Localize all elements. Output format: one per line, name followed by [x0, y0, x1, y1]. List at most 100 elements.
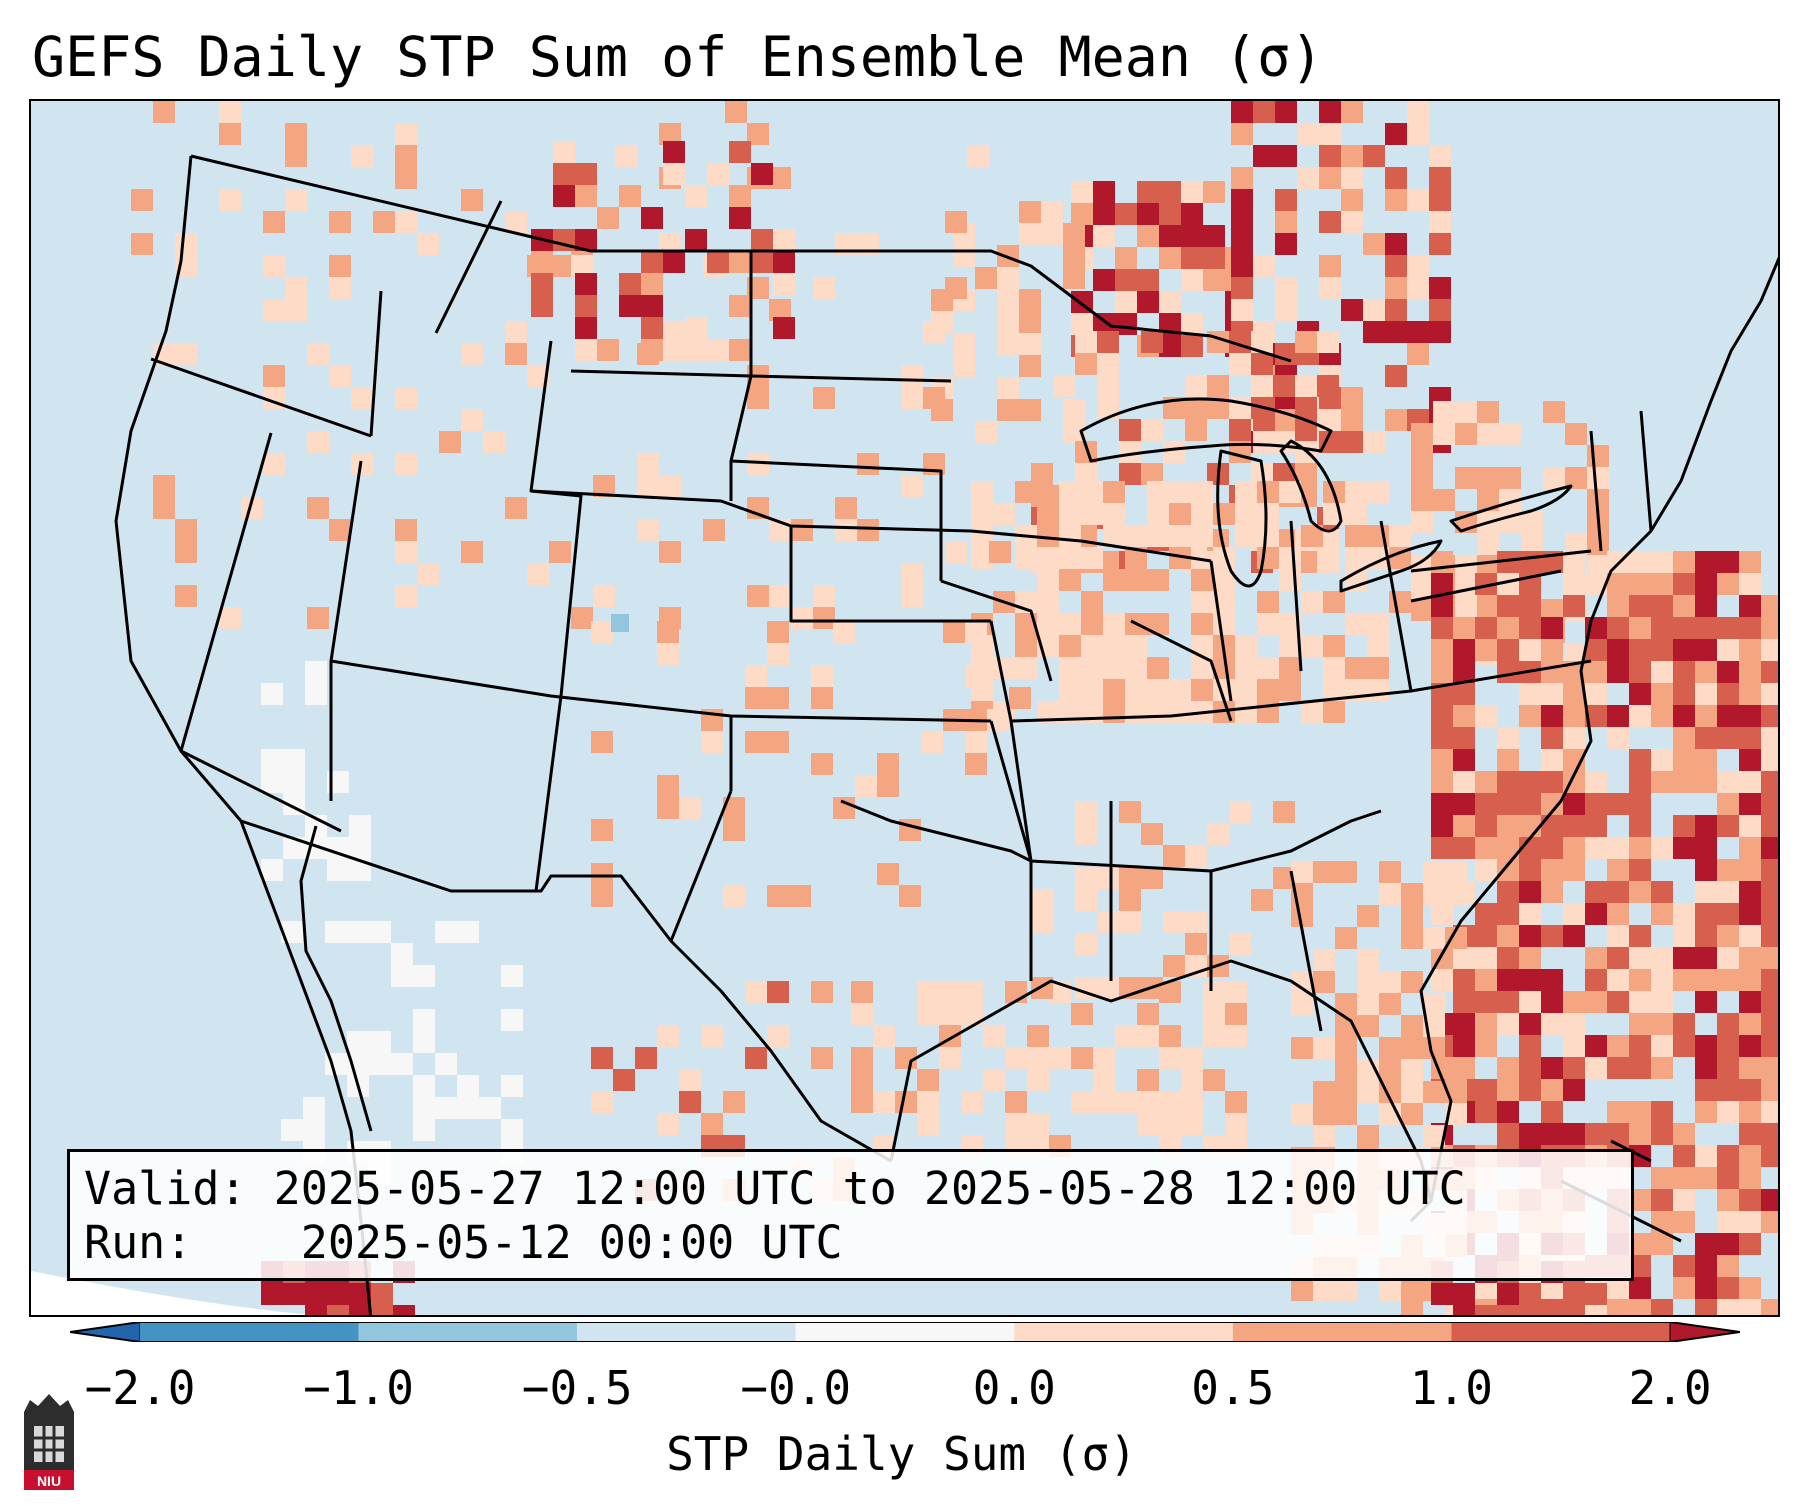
stp-cell: [1497, 925, 1519, 947]
stp-cell: [1027, 1025, 1049, 1047]
stp-cell: [1141, 463, 1163, 485]
stp-cell: [1235, 701, 1257, 723]
stp-cell: [1541, 793, 1563, 815]
stp-cell: [1453, 705, 1475, 727]
stp-cell: [307, 607, 329, 629]
stp-cell: [413, 1031, 435, 1053]
stp-cell: [1385, 409, 1407, 431]
stp-cell: [1159, 1047, 1181, 1069]
stp-cell: [1651, 551, 1673, 573]
stp-cell: [1453, 969, 1475, 991]
stp-cell: [1607, 947, 1629, 969]
stp-cell: [417, 233, 439, 255]
stp-cell: [1207, 375, 1229, 397]
stp-cell: [1407, 101, 1429, 123]
stp-cell: [659, 321, 681, 343]
stp-cell: [1125, 679, 1147, 701]
stp-cell: [1137, 1113, 1159, 1135]
stp-cell: [767, 731, 789, 753]
valid-run-info-box: Valid: 2025-05-27 12:00 UTC to 2025-05-2…: [67, 1149, 1634, 1281]
stp-cell: [1739, 771, 1761, 793]
stp-cell: [1497, 991, 1519, 1013]
stp-cell-negative: [611, 614, 629, 632]
stp-cell: [1673, 551, 1695, 573]
stp-cell: [1159, 225, 1181, 247]
stp-cell: [1159, 203, 1181, 225]
stp-cell: [1541, 705, 1563, 727]
stp-cell: [1147, 481, 1169, 503]
stp-cell: [1761, 1189, 1778, 1211]
stp-cell: [1429, 189, 1451, 211]
stp-cell: [1739, 683, 1761, 705]
stp-cell: [1037, 591, 1059, 613]
stp-cell: [1301, 525, 1323, 547]
stp-cell: [281, 1119, 303, 1141]
stp-cell: [1519, 925, 1541, 947]
stp-cell: [1301, 635, 1323, 657]
stp-cell: [1739, 793, 1761, 815]
stp-cell: [1563, 1013, 1585, 1035]
stp-cell: [1453, 815, 1475, 837]
stp-cell: [1717, 551, 1739, 573]
stp-cell: [329, 519, 351, 541]
stp-cell: [1093, 225, 1115, 247]
stp-cell: [1379, 1059, 1401, 1081]
stp-cell: [571, 255, 593, 277]
stp-cell: [657, 797, 679, 819]
stp-cell: [501, 1075, 523, 1097]
stp-cell: [641, 273, 663, 295]
stp-cell: [835, 497, 857, 519]
stp-cell: [349, 1283, 371, 1305]
stp-cell: [593, 585, 615, 607]
stp-cell: [1103, 525, 1125, 547]
stp-cell: [1607, 1123, 1629, 1145]
stp-cell: [1313, 1081, 1335, 1103]
stp-cell: [1717, 881, 1739, 903]
stp-cell: [1229, 801, 1251, 823]
stp-cell: [1453, 683, 1475, 705]
stp-cell: [1297, 123, 1319, 145]
stp-cell: [1059, 635, 1081, 657]
stp-cell: [1147, 613, 1169, 635]
stp-cell: [1541, 1013, 1563, 1035]
stp-cell: [1401, 1103, 1423, 1125]
stp-cell: [395, 145, 417, 167]
stp-cell: [1607, 859, 1629, 881]
stp-cell: [1695, 771, 1717, 793]
stp-cell: [1357, 993, 1379, 1015]
colorbar-bin: [795, 1322, 1015, 1342]
stp-cell: [1401, 1037, 1423, 1059]
stp-cell: [967, 145, 989, 167]
stp-cell: [457, 1075, 479, 1097]
stp-cell: [1761, 815, 1778, 837]
stp-cell: [707, 163, 729, 185]
stp-cell: [1607, 881, 1629, 903]
stp-cell: [1231, 167, 1253, 189]
stp-cell: [1335, 1081, 1357, 1103]
stp-cell: [1059, 613, 1081, 635]
stp-cell: [329, 211, 351, 233]
stp-cell: [1497, 903, 1519, 925]
stp-cell: [281, 921, 303, 943]
stp-cell: [1235, 679, 1257, 701]
stp-cell: [1345, 657, 1367, 679]
stp-cell: [1295, 375, 1317, 397]
stp-cell: [1431, 617, 1453, 639]
stp-cell: [1097, 911, 1119, 933]
colorbar-bin: [1232, 1322, 1452, 1342]
stp-cell: [1717, 1057, 1739, 1079]
stp-cell: [1475, 1079, 1497, 1101]
stp-cell: [591, 731, 613, 753]
stp-cell: [1695, 617, 1717, 639]
stp-cell: [921, 731, 943, 753]
stp-cell: [457, 921, 479, 943]
stp-cell: [395, 519, 417, 541]
stp-cell: [663, 141, 685, 163]
stp-cell: [1389, 547, 1411, 569]
stp-cell: [1169, 701, 1191, 723]
stp-cell: [701, 1113, 723, 1135]
stp-cell: [1761, 749, 1778, 771]
stp-cell: [1279, 613, 1301, 635]
stp-cell: [773, 229, 795, 251]
stp-cell: [1585, 1283, 1607, 1305]
